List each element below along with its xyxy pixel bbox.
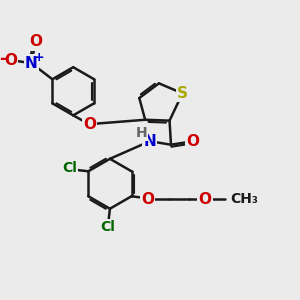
Text: Cl: Cl (100, 220, 115, 234)
Text: O: O (4, 53, 17, 68)
Text: Cl: Cl (62, 161, 77, 176)
Text: CH₃: CH₃ (230, 192, 258, 206)
Text: O: O (83, 117, 96, 132)
Text: N: N (143, 134, 156, 149)
Text: O: O (141, 192, 154, 207)
Text: N: N (25, 56, 38, 70)
Text: O: O (187, 134, 200, 149)
Text: O: O (29, 34, 42, 50)
Text: +: + (33, 51, 44, 64)
Text: O: O (198, 192, 212, 207)
Text: S: S (177, 86, 188, 101)
Text: H: H (136, 126, 147, 140)
Text: -: - (0, 50, 6, 68)
